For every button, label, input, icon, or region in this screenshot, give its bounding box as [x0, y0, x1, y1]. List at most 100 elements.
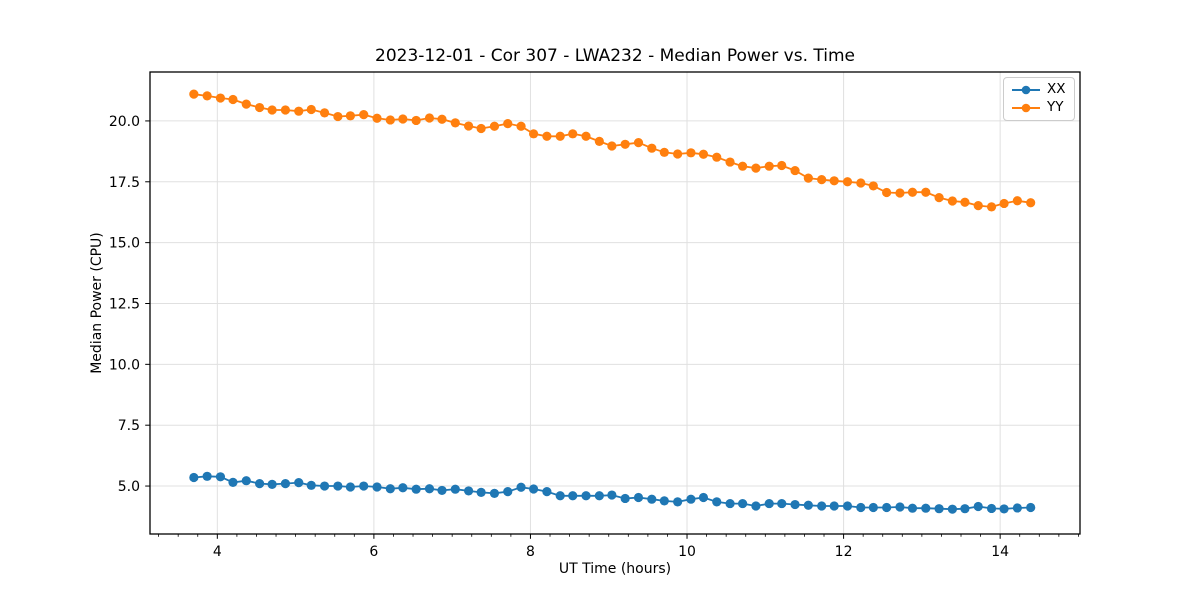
- data-point-xx: [306, 480, 316, 490]
- data-point-yy: [817, 174, 827, 185]
- data-point-xx: [398, 483, 408, 493]
- data-point-xx: [424, 484, 435, 494]
- data-point-yy: [659, 147, 669, 157]
- data-point-yy: [803, 173, 813, 183]
- data-point-xx: [868, 502, 878, 513]
- data-point-xx: [777, 498, 787, 509]
- data-point-xx: [921, 503, 931, 513]
- y-tick-label: 20.0: [109, 114, 140, 130]
- y-tick-label: 15.0: [109, 236, 140, 252]
- data-point-xx: [228, 477, 238, 487]
- plot-border: [149, 71, 1081, 535]
- data-point-xx: [437, 485, 447, 496]
- x-axis-label: UT Time (hours): [558, 561, 672, 577]
- data-point-yy: [359, 109, 369, 120]
- data-point-yy: [280, 105, 291, 115]
- data-point-xx: [555, 491, 565, 501]
- data-point-xx: [973, 501, 983, 512]
- data-point-xx: [254, 479, 265, 489]
- data-point-xx: [345, 482, 356, 492]
- data-point-xx: [856, 502, 866, 513]
- data-point-xx: [712, 497, 722, 507]
- data-point-xx: [659, 496, 669, 506]
- data-point-yy: [568, 129, 578, 139]
- data-point-yy: [476, 123, 486, 134]
- data-point-xx: [202, 471, 212, 481]
- data-point-yy: [1012, 196, 1022, 206]
- data-point-yy: [607, 141, 617, 151]
- data-point-yy: [647, 143, 657, 153]
- data-point-xx: [294, 478, 304, 488]
- data-point-xx: [581, 491, 591, 501]
- data-point-yy: [464, 121, 474, 131]
- data-point-xx: [895, 502, 905, 512]
- data-point-yy: [294, 106, 304, 116]
- data-point-yy: [241, 99, 251, 109]
- data-point-xx: [516, 482, 526, 492]
- data-point-yy: [555, 131, 565, 141]
- chart-title: 2023-12-01 - Cor 307 - LWA232 - Median P…: [375, 46, 855, 66]
- data-point-yy: [738, 161, 748, 171]
- data-point-yy: [934, 193, 944, 203]
- data-point-xx: [489, 488, 500, 498]
- data-point-yy: [372, 113, 382, 123]
- data-point-yy: [790, 165, 800, 176]
- x-tick-label: 8: [526, 544, 535, 560]
- legend-label-xx: XX: [1047, 81, 1066, 98]
- data-point-yy: [960, 197, 970, 207]
- data-point-yy: [215, 93, 226, 103]
- data-point-yy: [777, 160, 787, 171]
- data-point-yy: [202, 91, 212, 101]
- data-point-yy: [437, 114, 447, 124]
- data-point-xx: [790, 499, 800, 510]
- data-point-xx: [319, 481, 330, 491]
- data-point-xx: [594, 491, 604, 501]
- data-point-xx: [960, 504, 970, 514]
- data-point-xx: [686, 494, 696, 504]
- data-point-xx: [999, 504, 1009, 514]
- data-point-xx: [267, 479, 277, 489]
- y-tick-label: 12.5: [109, 296, 140, 312]
- data-point-yy: [398, 114, 408, 124]
- data-point-yy: [489, 121, 500, 131]
- data-point-xx: [907, 503, 918, 513]
- data-point-xx: [633, 492, 644, 503]
- data-point-yy: [319, 108, 330, 118]
- data-point-xx: [372, 482, 382, 492]
- data-point-yy: [633, 137, 644, 148]
- data-point-xx: [620, 493, 630, 504]
- data-point-xx: [803, 500, 813, 510]
- legend-item-yy: YY: [1011, 99, 1067, 117]
- data-point-yy: [306, 104, 316, 115]
- data-point-xx: [607, 490, 617, 500]
- data-point-yy: [947, 196, 957, 206]
- data-point-yy: [842, 177, 853, 187]
- data-point-yy: [594, 136, 604, 146]
- data-point-yy: [999, 198, 1009, 209]
- data-point-yy: [267, 105, 277, 115]
- data-point-xx: [464, 486, 474, 496]
- y-tick-label: 17.5: [109, 175, 140, 191]
- data-point-yy: [868, 181, 878, 191]
- x-tick-label: 12: [835, 544, 853, 560]
- data-point-yy: [516, 121, 526, 131]
- x-tick-label: 14: [991, 544, 1009, 560]
- data-point-yy: [673, 149, 683, 159]
- data-point-yy: [333, 111, 343, 122]
- data-point-yy: [450, 118, 460, 128]
- data-point-yy: [907, 187, 918, 197]
- data-point-xx: [568, 491, 578, 501]
- data-point-xx: [842, 501, 853, 511]
- data-point-yy: [581, 131, 591, 141]
- data-point-xx: [934, 504, 944, 514]
- data-point-yy: [385, 115, 395, 125]
- data-point-yy: [856, 178, 866, 188]
- y-tick-label: 10.0: [109, 357, 140, 373]
- data-point-xx: [882, 502, 892, 513]
- data-point-xx: [751, 501, 761, 511]
- data-point-yy: [986, 202, 997, 212]
- data-point-xx: [698, 492, 709, 503]
- data-point-xx: [503, 487, 513, 497]
- data-point-xx: [647, 494, 657, 504]
